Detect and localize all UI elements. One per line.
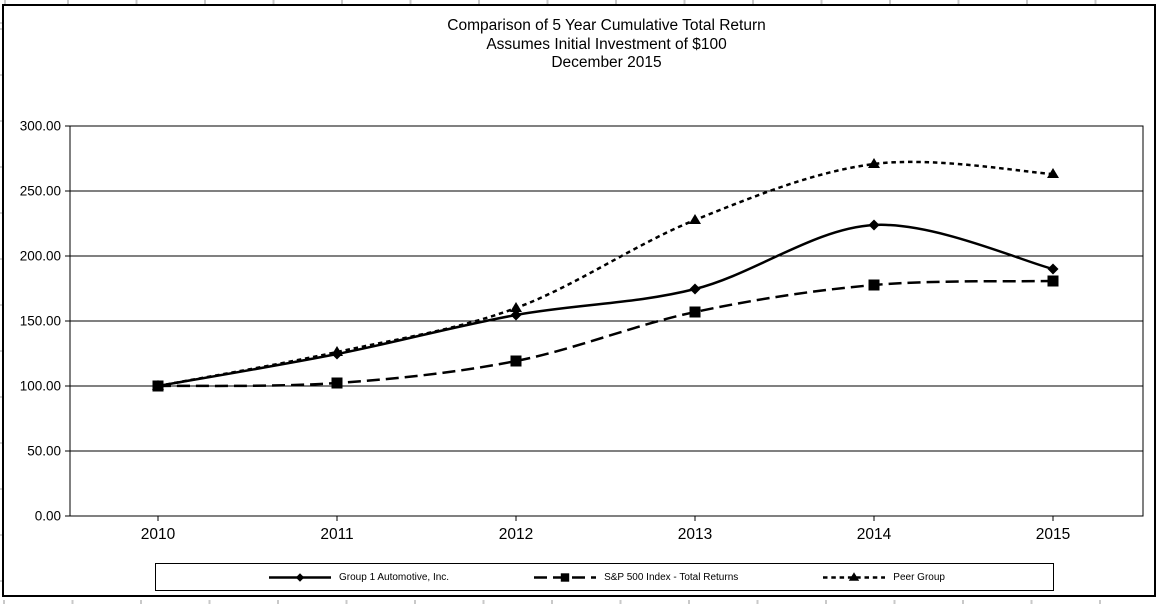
x-axis-label: 2015 — [1036, 526, 1070, 543]
legend-marker-triangle-icon — [849, 571, 860, 581]
marker-diamond-group-1-automotive-inc — [868, 219, 880, 231]
legend-dashed-line-square-icon — [534, 572, 597, 582]
scan-tick-marks-top — [0, 0, 1159, 4]
y-axis-label: 200.00 — [20, 249, 61, 264]
legend-label-peer-group: Peer Group — [893, 571, 945, 583]
marker-diamond-group-1-automotive-inc — [689, 283, 701, 295]
legend-label-sp500-index: S&P 500 Index - Total Returns — [604, 571, 739, 583]
legend-item-sp500-index: S&P 500 Index - Total Returns — [533, 571, 738, 584]
legend-label-group-1-automotive: Group 1 Automotive, Inc. — [339, 571, 450, 583]
chart-subtitle-investment: Assumes Initial Investment of $100 — [486, 35, 727, 53]
y-axis-label: 100.00 — [20, 379, 61, 394]
legend-marker-diamond-icon — [295, 572, 305, 582]
marker-triangle-peer-group — [868, 158, 880, 168]
marker-triangle-peer-group — [689, 214, 701, 224]
y-axis-label: 50.00 — [27, 444, 61, 459]
x-axis-label: 2012 — [499, 526, 533, 543]
y-axis-label: 250.00 — [20, 184, 61, 199]
marker-square-s-p-500-index-total-returns — [510, 355, 522, 367]
legend-item-peer-group: Peer Group — [822, 571, 945, 584]
marker-diamond-group-1-automotive-inc — [1047, 263, 1059, 275]
scan-tick-marks-bottom — [0, 600, 1159, 604]
marker-square-s-p-500-index-total-returns — [1047, 275, 1059, 287]
legend-item-group-1-automotive: Group 1 Automotive, Inc. — [268, 571, 449, 584]
marker-triangle-peer-group — [510, 302, 522, 312]
series-line-group-1-automotive-inc — [157, 223, 1054, 388]
marker-square-s-p-500-index-total-returns — [331, 377, 343, 389]
chart-title: Comparison of 5 Year Cumulative Total Re… — [447, 17, 766, 34]
marker-diamond-group-1-automotive-inc — [510, 309, 522, 321]
x-axis-label: 2014 — [857, 526, 892, 543]
chart-legend: Group 1 Automotive, Inc. S&P 500 Index -… — [155, 563, 1054, 591]
plot-border — [69, 125, 1144, 517]
x-axis-label: 2011 — [320, 526, 353, 543]
series-line-s-p-500-index-total-returns — [157, 279, 1054, 388]
legend-dotted-line-triangle-icon — [823, 571, 886, 581]
y-axis-label: 150.00 — [20, 314, 61, 329]
x-axis-label: 2010 — [141, 526, 176, 543]
marker-triangle-peer-group — [331, 346, 343, 356]
scan-tick-marks-left — [0, 0, 3, 604]
chart-subtitle-date: December 2015 — [551, 54, 662, 71]
marker-triangle-peer-group — [152, 380, 164, 390]
y-axis-label: 0.00 — [35, 509, 61, 524]
marker-triangle-peer-group — [1047, 168, 1059, 178]
marker-square-s-p-500-index-total-returns — [689, 306, 701, 318]
legend-solid-line-diamond-icon — [269, 572, 331, 582]
x-axis-label: 2013 — [678, 526, 712, 543]
series-line-peer-group — [157, 160, 1054, 388]
chart-title-block: Comparison of 5 Year Cumulative Total Re… — [70, 17, 1143, 73]
legend-marker-square-icon — [560, 572, 570, 582]
marker-square-s-p-500-index-total-returns — [868, 279, 880, 291]
y-axis-label: 300.00 — [20, 119, 61, 134]
